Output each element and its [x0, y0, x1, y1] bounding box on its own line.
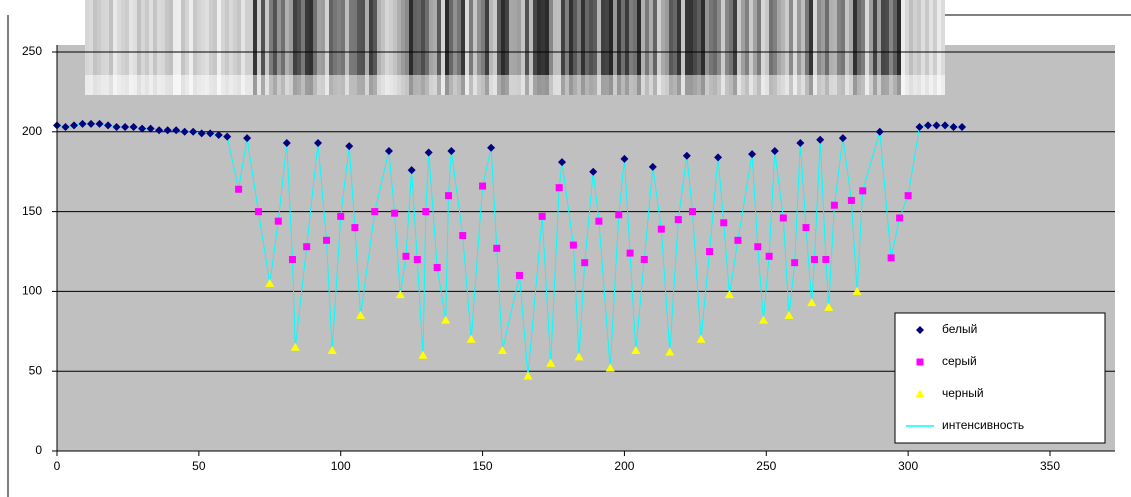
square-point — [581, 259, 588, 266]
x-tick-label: 150 — [473, 459, 493, 473]
square-point — [351, 224, 358, 231]
square-point — [459, 232, 466, 239]
square-point — [434, 264, 441, 271]
square-point — [556, 184, 563, 191]
square-point — [888, 254, 895, 261]
square-point — [402, 253, 409, 260]
square-point — [255, 208, 262, 215]
x-tick-label: 50 — [192, 459, 206, 473]
square-point — [445, 192, 452, 199]
x-tick-label: 0 — [54, 459, 61, 473]
legend-label: серый — [942, 354, 977, 368]
square-point — [822, 256, 829, 263]
square-point — [303, 243, 310, 250]
square-point — [831, 202, 838, 209]
square-point — [754, 243, 761, 250]
square-point — [811, 256, 818, 263]
square-point — [337, 213, 344, 220]
square-point — [289, 256, 296, 263]
square-point — [539, 213, 546, 220]
square-point — [859, 187, 866, 194]
square-point — [627, 250, 634, 257]
square-point — [848, 197, 855, 204]
x-tick-label: 250 — [756, 459, 776, 473]
square-point — [422, 208, 429, 215]
square-point — [615, 211, 622, 218]
square-point — [675, 216, 682, 223]
legend-label: белый — [942, 322, 977, 336]
square-point — [706, 248, 713, 255]
y-tick-label: 50 — [29, 363, 43, 377]
square-point — [371, 208, 378, 215]
square-point — [917, 359, 924, 366]
square-point — [896, 214, 903, 221]
square-point — [720, 219, 727, 226]
square-point — [803, 224, 810, 231]
square-point — [595, 218, 602, 225]
square-point — [658, 226, 665, 233]
x-tick-label: 200 — [614, 459, 634, 473]
x-tick-label: 300 — [898, 459, 918, 473]
x-tick-label: 100 — [331, 459, 351, 473]
square-point — [791, 259, 798, 266]
legend-label: черный — [942, 386, 984, 400]
square-point — [414, 256, 421, 263]
legend-label: интенсивность — [942, 418, 1024, 432]
square-point — [235, 186, 242, 193]
square-point — [516, 272, 523, 279]
square-point — [734, 237, 741, 244]
square-point — [391, 210, 398, 217]
chart: 0 50 100 150 200 250 0 50 100 150 200 250 300 350 бел… — [0, 0, 1131, 497]
x-tick-label: 350 — [1040, 459, 1060, 473]
y-tick-label: 250 — [22, 44, 42, 58]
y-tick-label: 100 — [22, 284, 42, 298]
square-point — [641, 256, 648, 263]
square-point — [905, 192, 912, 199]
square-point — [479, 183, 486, 190]
square-point — [780, 214, 787, 221]
square-point — [493, 245, 500, 252]
square-point — [766, 253, 773, 260]
square-point — [570, 242, 577, 249]
square-point — [275, 218, 282, 225]
y-tick-label: 200 — [22, 124, 42, 138]
y-tick-label: 150 — [22, 204, 42, 218]
square-point — [689, 208, 696, 215]
strip-fade — [85, 75, 945, 95]
square-point — [323, 237, 330, 244]
y-tick-label: 0 — [35, 443, 42, 457]
barcode-image — [85, 0, 945, 95]
